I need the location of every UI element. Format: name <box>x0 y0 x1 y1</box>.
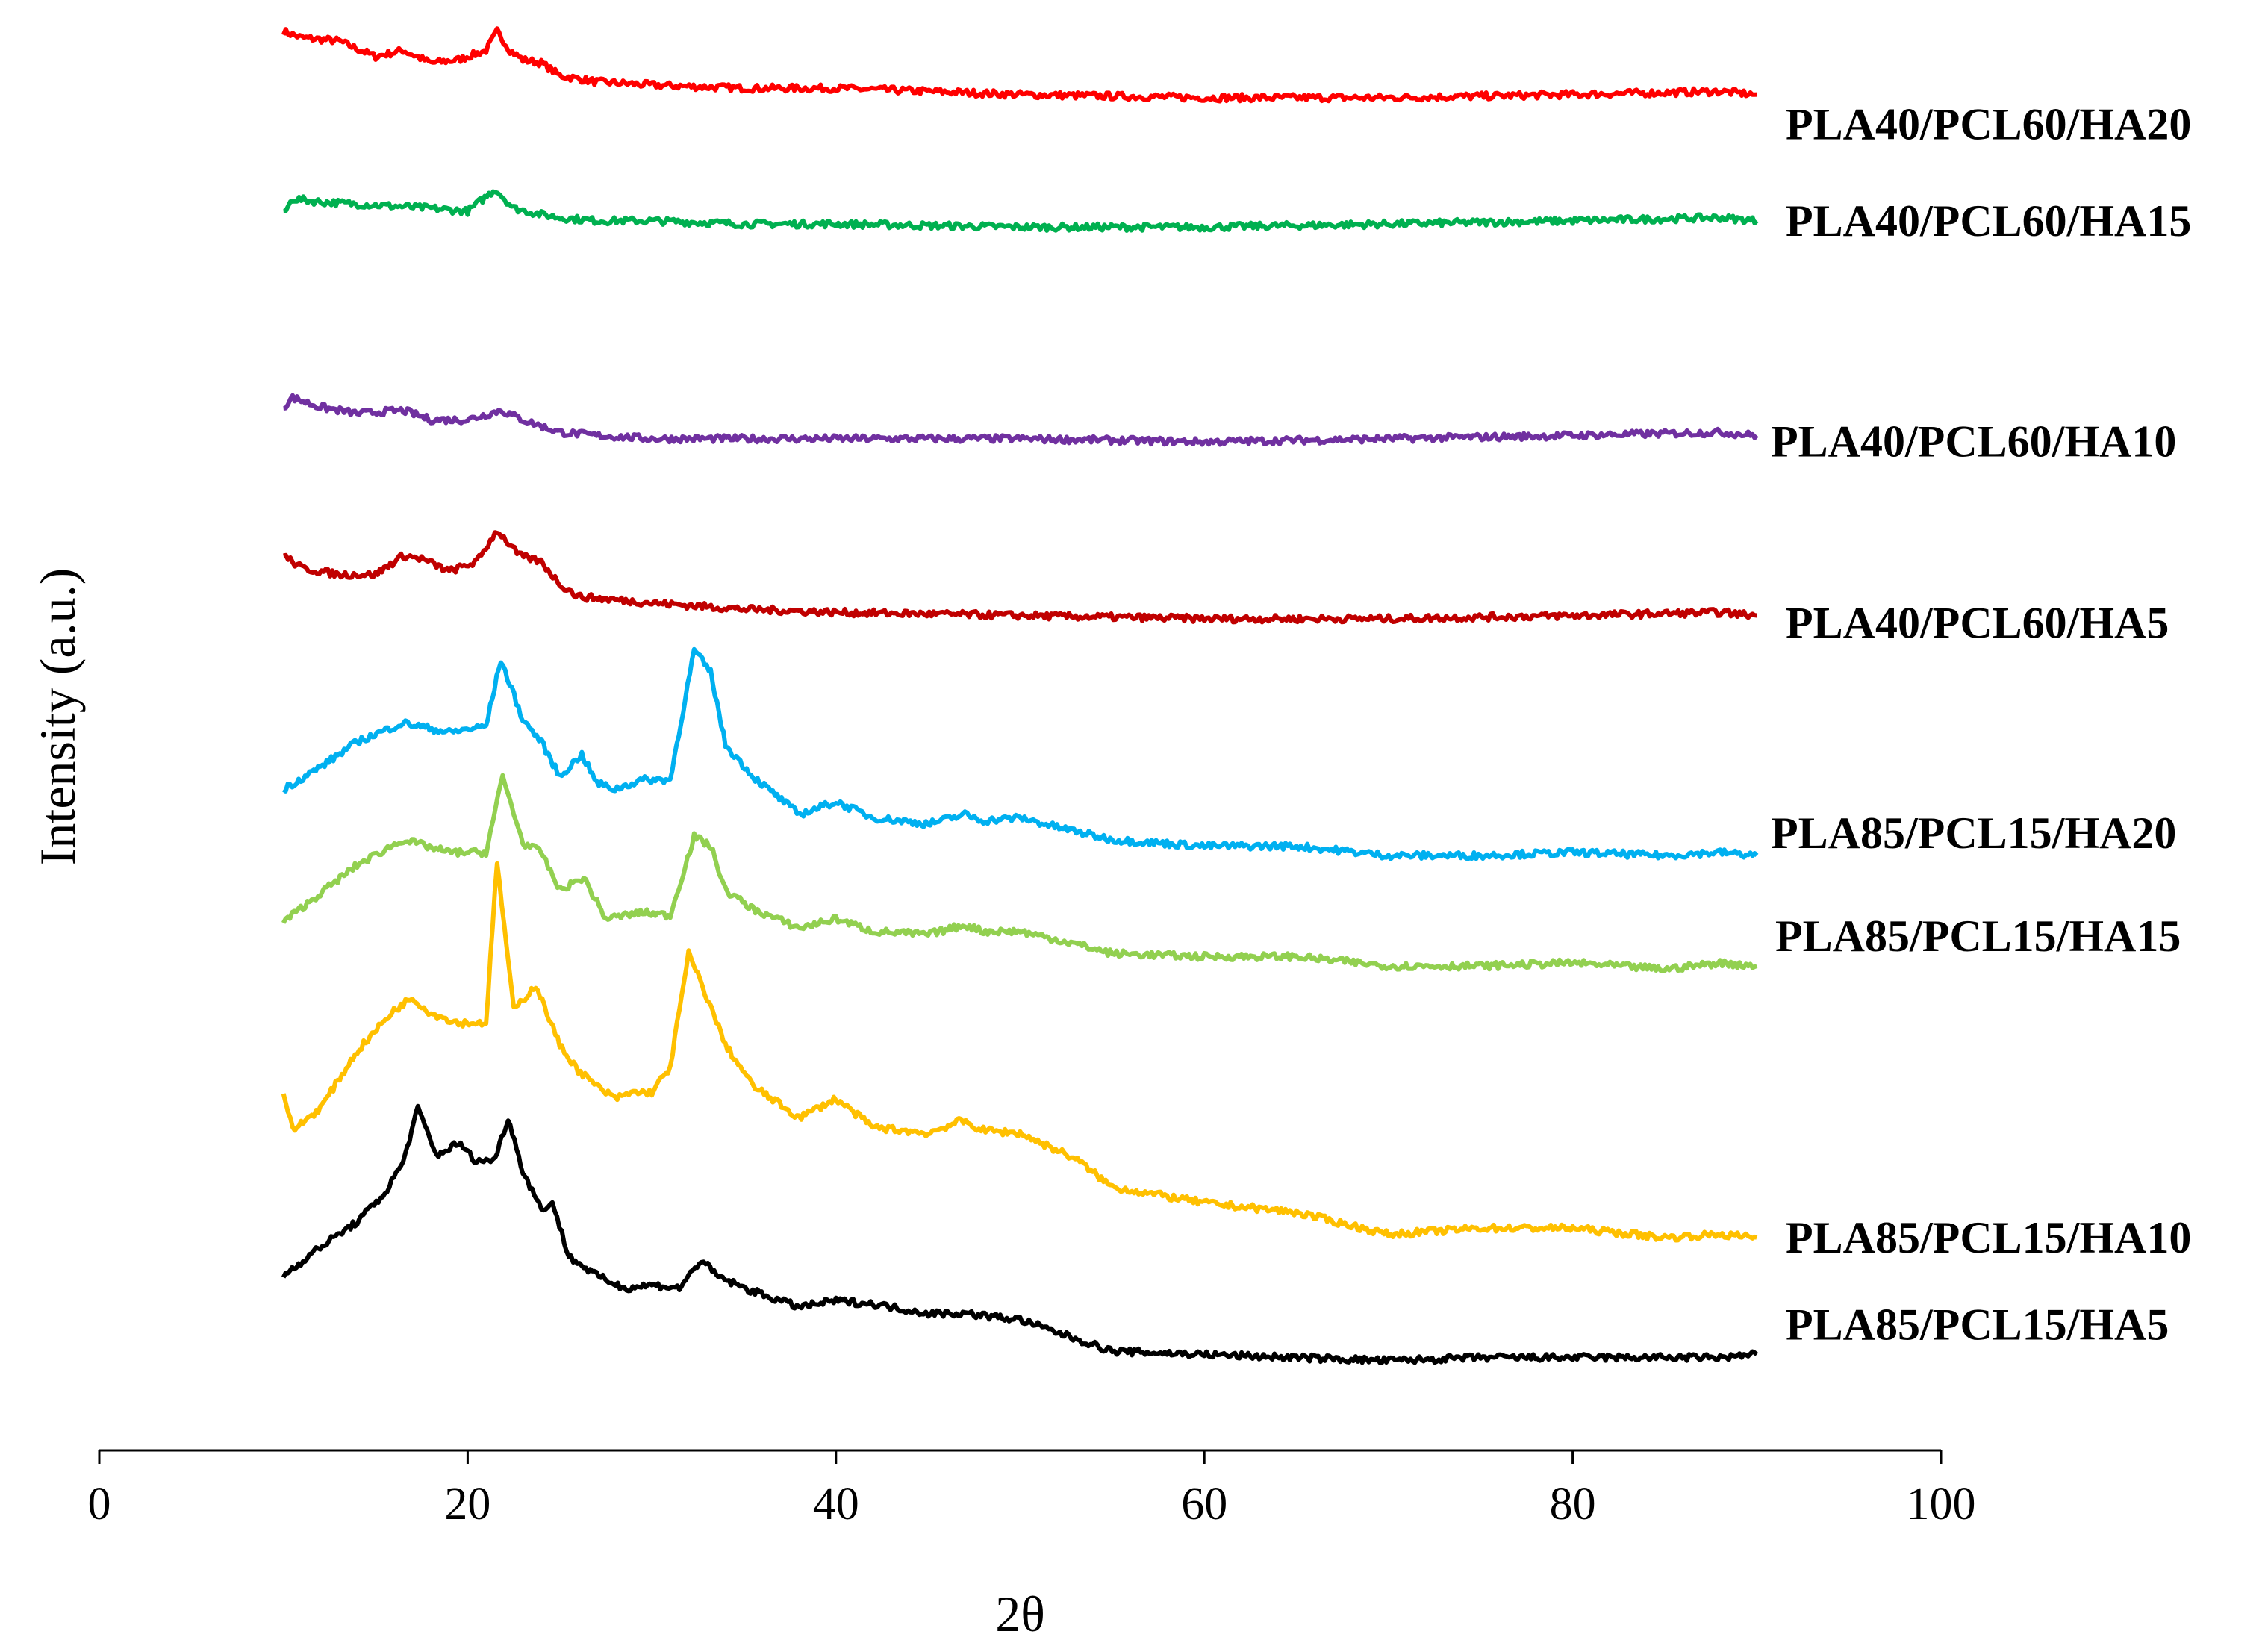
trace-group <box>281 26 1759 1365</box>
series-label: PLA40/PCL60/HA10 <box>1771 417 2176 466</box>
series-label: PLA85/PCL15/HA15 <box>1775 911 2181 961</box>
x-tick-label: 20 <box>444 1479 490 1530</box>
x-tick-label: 40 <box>813 1479 859 1530</box>
series-line <box>281 861 1758 1243</box>
series-line <box>281 646 1759 861</box>
x-axis-title: 2θ <box>995 1586 1045 1642</box>
x-tick-label: 60 <box>1181 1479 1227 1530</box>
x-tick-label: 0 <box>88 1479 111 1530</box>
x-tick-label: 80 <box>1550 1479 1596 1530</box>
series-label: PLA40/PCL60/HA20 <box>1786 100 2191 149</box>
series-label: PLA40/PCL60/HA5 <box>1786 599 2169 648</box>
series-label-group: PLA40/PCL60/HA20 PLA40/PCL60/HA15 PLA40/PC… <box>1771 100 2191 1350</box>
x-tick-group: 0 20 40 60 80 100 <box>88 1450 1976 1530</box>
series-line <box>281 26 1757 104</box>
x-tick-label: 100 <box>1907 1479 1976 1530</box>
series-label: PLA40/PCL60/HA15 <box>1786 196 2191 246</box>
series-line <box>281 773 1758 973</box>
series-line <box>283 189 1759 233</box>
series-line <box>283 393 1759 447</box>
series-label: PLA85/PCL15/HA20 <box>1771 808 2176 858</box>
series-line <box>283 530 1757 625</box>
series-label: PLA85/PCL15/HA10 <box>1786 1213 2191 1262</box>
y-axis-title: Intensity (a.u.) <box>29 568 86 865</box>
series-label: PLA85/PCL15/HA5 <box>1786 1300 2169 1349</box>
series-line <box>281 1103 1759 1365</box>
